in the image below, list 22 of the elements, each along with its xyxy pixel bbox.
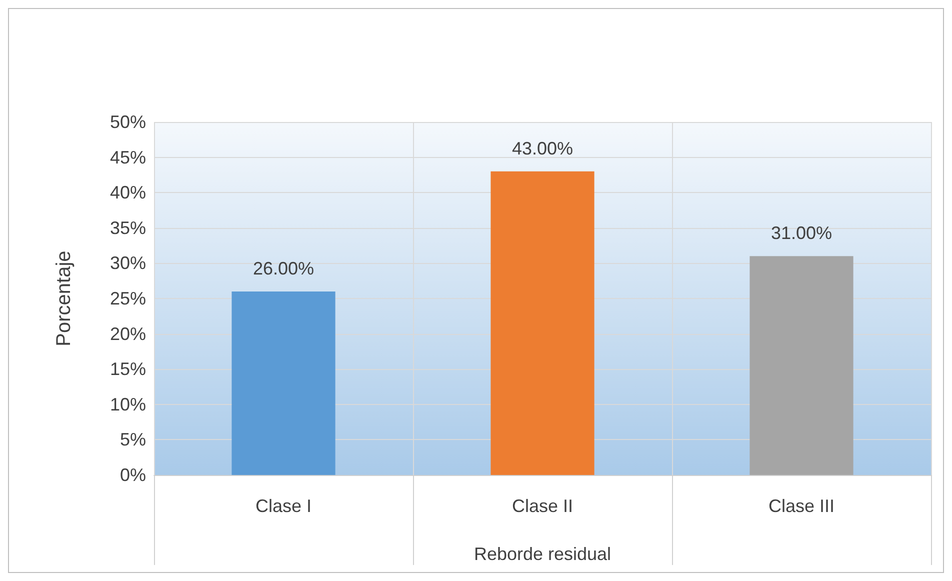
y-tick-label: 0% [120,465,146,485]
y-tick-label: 10% [110,394,146,414]
bar [490,171,594,475]
x-tick-label: Clase I [255,496,312,516]
x-tick-label: Clase II [512,496,574,516]
data-label: 43.00% [512,138,574,158]
y-tick-label: 40% [110,182,146,203]
bar [232,291,336,475]
y-tick-label: 35% [110,218,146,238]
y-tick-label: 15% [110,359,146,380]
y-tick-label: 25% [110,288,146,308]
y-tick-label: 50% [110,112,146,132]
y-tick-label: 30% [110,253,146,274]
y-tick-label: 20% [110,324,146,344]
x-tick-label: Clase III [768,496,835,516]
bar [750,256,854,475]
data-label: 31.00% [770,223,832,244]
x-axis-title: Reborde residual [474,544,612,564]
data-label: 26.00% [252,258,314,278]
y-tick-label: 45% [110,147,146,168]
y-tick-label: 5% [120,430,146,450]
y-axis-title: Porcentaje [53,250,75,346]
